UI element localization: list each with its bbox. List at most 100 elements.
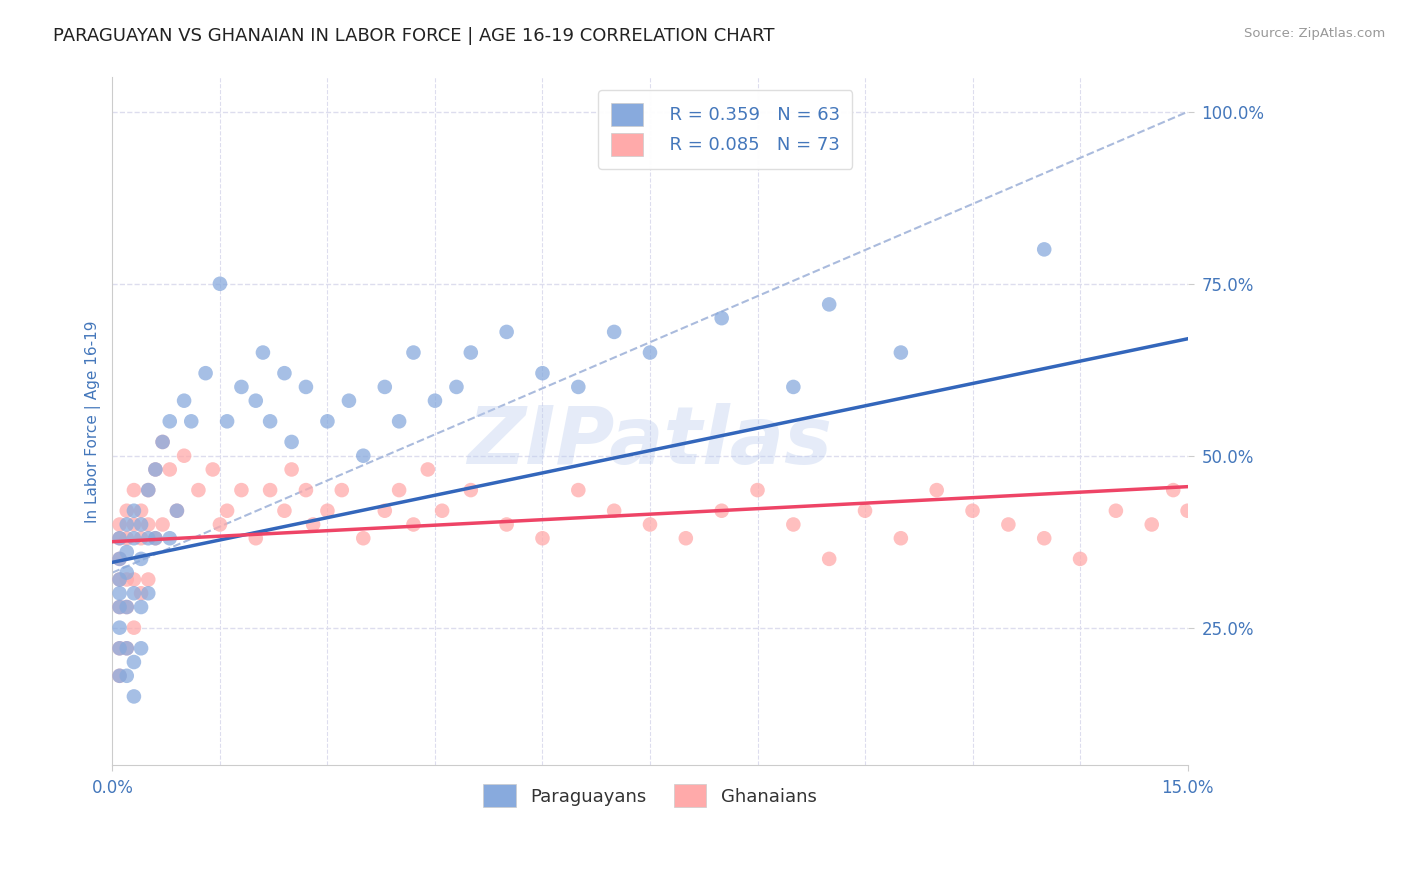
Point [273,366,295,380]
Point [136,483,159,497]
Point [259,414,281,428]
Point [152,434,174,449]
Point [280,434,302,449]
Point [159,531,181,545]
Point [747,483,769,497]
Point [352,531,374,545]
Point [187,483,209,497]
Point [567,380,589,394]
Point [231,380,253,394]
Point [280,462,302,476]
Point [122,655,145,669]
Point [136,517,159,532]
Point [108,641,131,656]
Point [302,517,325,532]
Point [1069,552,1091,566]
Point [446,380,468,394]
Point [129,552,152,566]
Point [166,504,188,518]
Point [402,345,425,359]
Point [374,380,396,394]
Point [115,566,138,580]
Point [460,483,482,497]
Point [122,504,145,518]
Point [638,517,661,532]
Text: ZIPatlas: ZIPatlas [467,403,832,481]
Point [122,517,145,532]
Point [217,414,239,428]
Point [108,531,131,545]
Point [962,504,984,518]
Point [122,621,145,635]
Point [108,669,131,683]
Point [208,517,231,532]
Point [430,504,453,518]
Point [460,345,482,359]
Point [316,504,339,518]
Point [782,517,804,532]
Point [273,504,295,518]
Point [129,531,152,545]
Point [108,641,131,656]
Legend: Paraguayans, Ghanaians: Paraguayans, Ghanaians [477,777,824,814]
Point [245,531,267,545]
Point [145,462,167,476]
Point [145,462,167,476]
Point [152,517,174,532]
Point [1161,483,1184,497]
Point [388,414,411,428]
Point [567,483,589,497]
Point [603,325,626,339]
Point [108,552,131,566]
Point [1033,243,1056,257]
Point [173,449,195,463]
Point [108,573,131,587]
Point [201,462,224,476]
Point [638,345,661,359]
Point [295,380,318,394]
Point [115,641,138,656]
Point [129,504,152,518]
Y-axis label: In Labor Force | Age 16-19: In Labor Force | Age 16-19 [86,320,101,523]
Point [108,531,131,545]
Point [115,531,138,545]
Point [245,393,267,408]
Point [115,600,138,615]
Point [115,545,138,559]
Point [122,690,145,704]
Point [316,414,339,428]
Point [115,573,138,587]
Point [136,573,159,587]
Point [122,483,145,497]
Point [208,277,231,291]
Point [374,504,396,518]
Point [853,504,876,518]
Point [1105,504,1128,518]
Point [997,517,1019,532]
Point [1212,531,1234,545]
Point [115,600,138,615]
Point [136,586,159,600]
Point [115,641,138,656]
Text: Source: ZipAtlas.com: Source: ZipAtlas.com [1244,27,1385,40]
Point [108,669,131,683]
Point [330,483,353,497]
Point [710,311,733,326]
Point [129,600,152,615]
Point [531,366,554,380]
Point [710,504,733,518]
Point [152,434,174,449]
Point [108,600,131,615]
Point [108,586,131,600]
Point [108,600,131,615]
Point [259,483,281,497]
Point [531,531,554,545]
Point [890,345,912,359]
Point [122,531,145,545]
Point [782,380,804,394]
Point [136,531,159,545]
Point [337,393,360,408]
Point [1191,517,1213,532]
Point [108,573,131,587]
Point [159,462,181,476]
